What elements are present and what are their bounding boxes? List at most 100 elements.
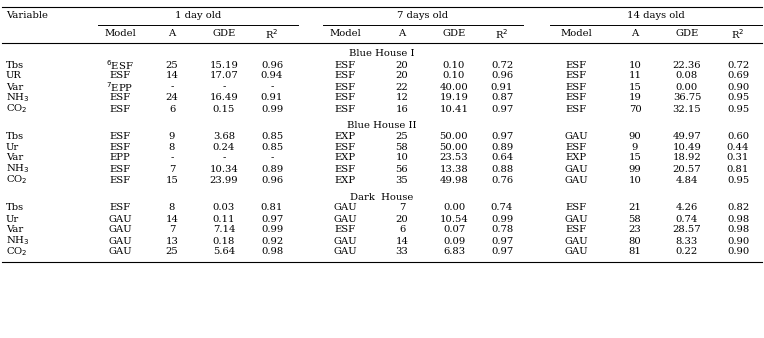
Text: 0.88: 0.88 (491, 165, 513, 173)
Text: 19: 19 (629, 94, 642, 102)
Text: ESF: ESF (565, 143, 587, 151)
Text: ESF: ESF (109, 104, 131, 114)
Text: 0.89: 0.89 (491, 143, 513, 151)
Text: 80: 80 (629, 237, 641, 245)
Text: GAU: GAU (333, 203, 357, 213)
Text: GAU: GAU (333, 237, 357, 245)
Text: 70: 70 (629, 104, 641, 114)
Text: 11: 11 (629, 72, 642, 80)
Text: R$^2$: R$^2$ (495, 27, 509, 41)
Text: 0.18: 0.18 (213, 237, 235, 245)
Text: CO$_2$: CO$_2$ (6, 246, 28, 258)
Text: 6.83: 6.83 (443, 247, 465, 257)
Text: 0.60: 0.60 (727, 131, 749, 141)
Text: 10: 10 (629, 61, 642, 70)
Text: 0.07: 0.07 (443, 225, 465, 235)
Text: A: A (398, 29, 406, 39)
Text: GAU: GAU (108, 247, 132, 257)
Text: 33: 33 (396, 247, 409, 257)
Text: 0.98: 0.98 (727, 225, 749, 235)
Text: 13: 13 (166, 237, 179, 245)
Text: 7: 7 (399, 203, 405, 213)
Text: ESF: ESF (565, 61, 587, 70)
Text: ESF: ESF (109, 72, 131, 80)
Text: 0.11: 0.11 (212, 215, 235, 223)
Text: 0.97: 0.97 (491, 237, 513, 245)
Text: 0.85: 0.85 (261, 131, 283, 141)
Text: 0.98: 0.98 (261, 247, 283, 257)
Text: 90: 90 (629, 131, 641, 141)
Text: 32.15: 32.15 (672, 104, 701, 114)
Text: GDE: GDE (675, 29, 698, 39)
Text: A: A (631, 29, 639, 39)
Text: 16.49: 16.49 (209, 94, 238, 102)
Text: -: - (170, 82, 173, 92)
Text: ESF: ESF (109, 165, 131, 173)
Text: GAU: GAU (564, 175, 588, 185)
Text: 0.22: 0.22 (676, 247, 698, 257)
Text: GAU: GAU (108, 215, 132, 223)
Text: 14: 14 (396, 237, 409, 245)
Text: NH$_3$: NH$_3$ (6, 163, 30, 175)
Text: Tbs: Tbs (6, 203, 24, 213)
Text: 19.19: 19.19 (439, 94, 468, 102)
Text: 0.99: 0.99 (261, 104, 283, 114)
Text: 0.99: 0.99 (261, 225, 283, 235)
Text: $^6$ESF: $^6$ESF (106, 58, 134, 72)
Text: 0.97: 0.97 (491, 247, 513, 257)
Text: 0.94: 0.94 (261, 72, 283, 80)
Text: 0.98: 0.98 (727, 215, 749, 223)
Text: 20: 20 (396, 72, 409, 80)
Text: EPP: EPP (109, 153, 131, 163)
Text: GAU: GAU (564, 247, 588, 257)
Text: Blue House I: Blue House I (349, 49, 415, 58)
Text: ESF: ESF (565, 94, 587, 102)
Text: Dark  House: Dark House (351, 193, 413, 201)
Text: 0.15: 0.15 (213, 104, 235, 114)
Text: 0.78: 0.78 (491, 225, 513, 235)
Text: 0.91: 0.91 (261, 94, 283, 102)
Text: GAU: GAU (108, 225, 132, 235)
Text: ESF: ESF (109, 131, 131, 141)
Text: 36.75: 36.75 (673, 94, 701, 102)
Text: -: - (222, 82, 225, 92)
Text: 15.19: 15.19 (209, 61, 238, 70)
Text: Model: Model (329, 29, 361, 39)
Text: 23.99: 23.99 (209, 175, 238, 185)
Text: 0.72: 0.72 (491, 61, 513, 70)
Text: Model: Model (560, 29, 592, 39)
Text: ESF: ESF (335, 143, 355, 151)
Text: Model: Model (104, 29, 136, 39)
Text: 0.95: 0.95 (727, 175, 749, 185)
Text: 10.54: 10.54 (439, 215, 468, 223)
Text: Ur: Ur (6, 143, 19, 151)
Text: 10: 10 (396, 153, 409, 163)
Text: 0.99: 0.99 (491, 215, 513, 223)
Text: ESF: ESF (335, 72, 355, 80)
Text: 0.64: 0.64 (491, 153, 513, 163)
Text: 35: 35 (396, 175, 409, 185)
Text: 10.49: 10.49 (672, 143, 701, 151)
Text: 0.76: 0.76 (491, 175, 513, 185)
Text: 10: 10 (629, 175, 642, 185)
Text: 0.97: 0.97 (491, 104, 513, 114)
Text: 22: 22 (396, 82, 409, 92)
Text: 40.00: 40.00 (439, 82, 468, 92)
Text: Var: Var (6, 225, 23, 235)
Text: GAU: GAU (564, 237, 588, 245)
Text: Variable: Variable (6, 11, 48, 21)
Text: NH$_3$: NH$_3$ (6, 92, 30, 104)
Text: NH$_3$: NH$_3$ (6, 235, 30, 247)
Text: GDE: GDE (442, 29, 465, 39)
Text: 0.00: 0.00 (443, 203, 465, 213)
Text: ESF: ESF (335, 82, 355, 92)
Text: 0.74: 0.74 (490, 203, 513, 213)
Text: 20.57: 20.57 (672, 165, 701, 173)
Text: 9: 9 (169, 131, 175, 141)
Text: ESF: ESF (335, 94, 355, 102)
Text: ESF: ESF (109, 143, 131, 151)
Text: 14 days old: 14 days old (627, 11, 685, 21)
Text: 3.68: 3.68 (213, 131, 235, 141)
Text: 13.38: 13.38 (439, 165, 468, 173)
Text: ESF: ESF (335, 61, 355, 70)
